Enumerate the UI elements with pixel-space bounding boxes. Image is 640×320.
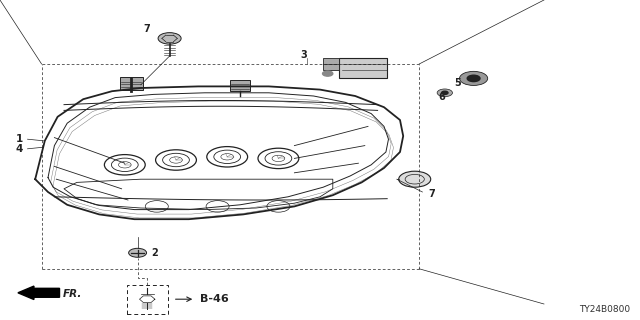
Circle shape: [399, 171, 431, 187]
Text: 7: 7: [143, 24, 150, 34]
Text: 3: 3: [300, 50, 307, 60]
Circle shape: [467, 75, 480, 82]
FancyArrow shape: [18, 286, 60, 300]
Circle shape: [323, 71, 333, 76]
Text: B-46: B-46: [200, 294, 228, 304]
Text: FR.: FR.: [63, 289, 82, 299]
Text: 2: 2: [152, 248, 159, 258]
Bar: [120, 77, 143, 90]
Bar: [127, 285, 168, 314]
Text: 5: 5: [454, 78, 461, 88]
Circle shape: [158, 33, 181, 44]
Bar: [230, 80, 250, 91]
Circle shape: [129, 248, 147, 257]
Text: 7: 7: [429, 189, 436, 199]
Text: 1: 1: [16, 134, 23, 144]
Text: TY24B0800: TY24B0800: [579, 305, 630, 314]
Circle shape: [442, 91, 448, 94]
Text: 4: 4: [16, 144, 24, 154]
Bar: [323, 58, 339, 70]
Text: 6: 6: [438, 92, 445, 102]
Circle shape: [437, 89, 452, 97]
Circle shape: [460, 71, 488, 85]
Bar: [339, 58, 387, 78]
